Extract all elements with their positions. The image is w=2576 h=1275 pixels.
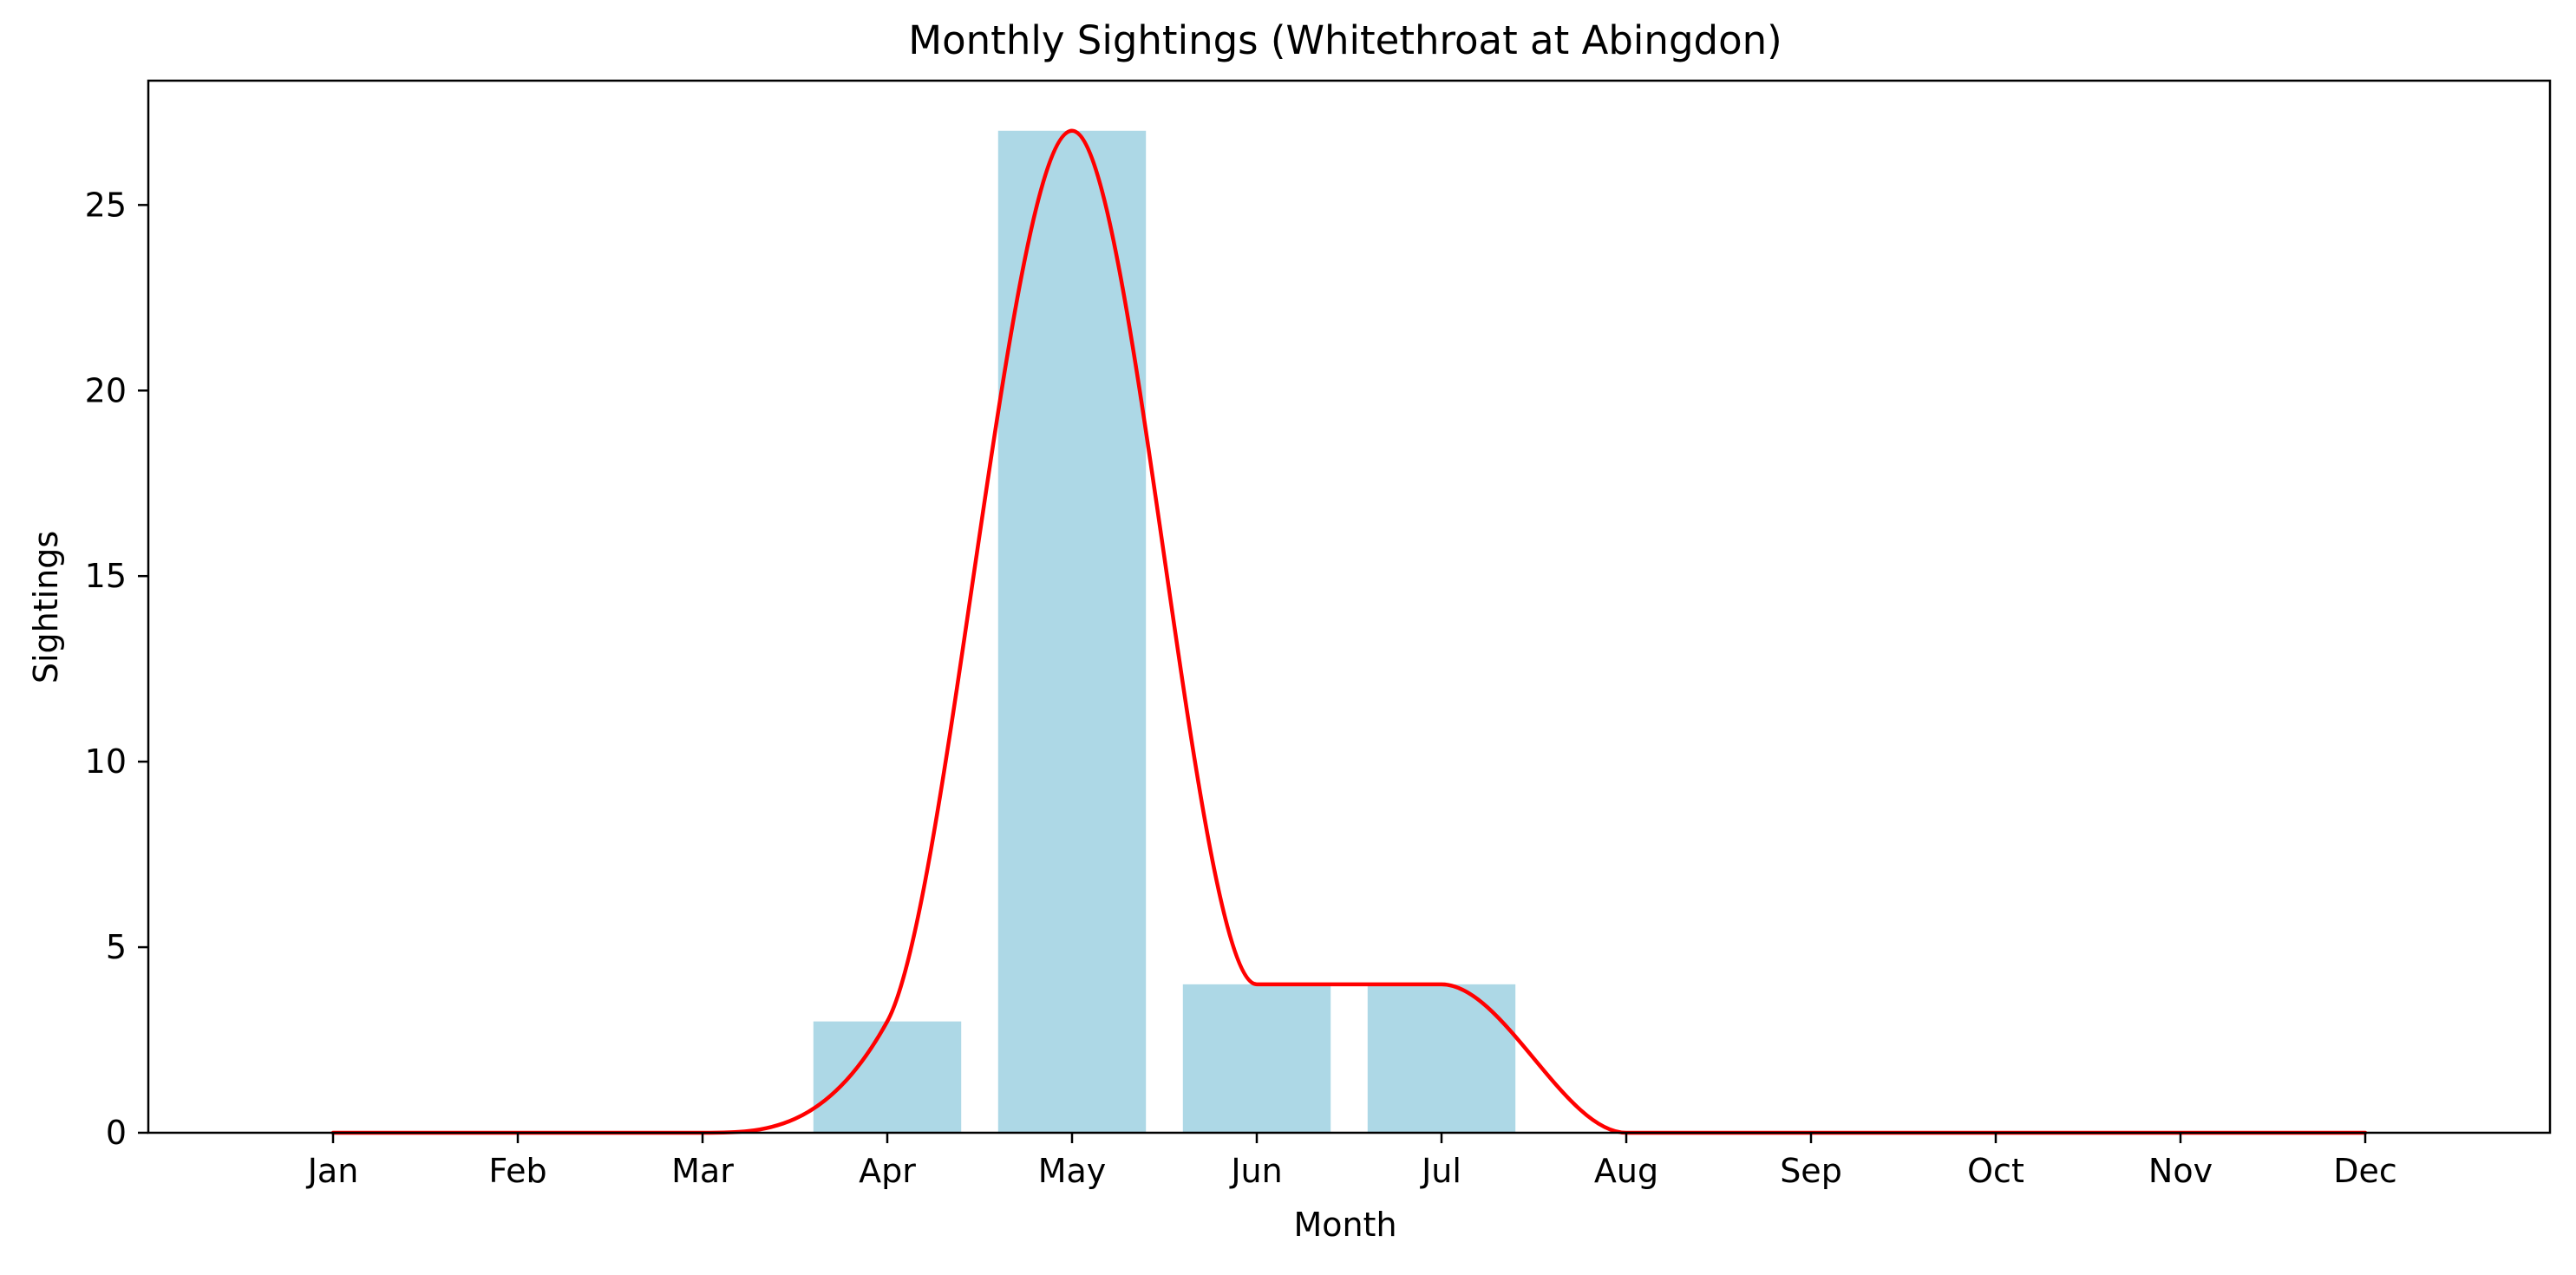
x-tick-label-jan: Jan (306, 1152, 359, 1190)
y-axis-label: Sightings (27, 531, 65, 683)
y-axis-ticks: 0 5 10 15 20 25 (85, 186, 148, 1152)
x-tick-label-apr: Apr (859, 1152, 916, 1190)
x-tick-label-oct: Oct (1967, 1152, 2024, 1190)
x-tick-label-nov: Nov (2148, 1152, 2213, 1190)
chart-title: Monthly Sightings (Whitethroat at Abingd… (908, 17, 1782, 63)
y-tick-label-25: 25 (85, 186, 127, 224)
bar-jun (1182, 984, 1331, 1133)
x-tick-label-aug: Aug (1594, 1152, 1658, 1190)
bar-jul (1367, 984, 1516, 1133)
plot-frame (147, 79, 2552, 1134)
x-axis-ticks: Jan Feb Mar Apr May Jun Jul Aug Sep Oct Nov Dec (306, 1133, 2397, 1190)
x-axis-label: Month (1293, 1206, 1396, 1244)
x-tick-label-feb: Feb (488, 1152, 546, 1190)
y-tick-label-10: 10 (85, 742, 127, 781)
bar-apr (813, 1021, 962, 1133)
x-tick-label-mar: Mar (671, 1152, 734, 1190)
bar-may (997, 130, 1147, 1133)
x-tick-label-may: May (1038, 1152, 1107, 1190)
y-tick-label-20: 20 (85, 371, 127, 409)
y-tick-label-5: 5 (106, 928, 127, 966)
y-tick-label-15: 15 (85, 557, 127, 595)
x-tick-label-jul: Jul (1420, 1152, 1461, 1190)
y-tick-label-0: 0 (106, 1114, 127, 1152)
x-tick-label-dec: Dec (2333, 1152, 2397, 1190)
bars-layer (813, 130, 1516, 1133)
x-tick-label-jun: Jun (1229, 1152, 1282, 1190)
x-tick-label-sep: Sep (1780, 1152, 1842, 1190)
